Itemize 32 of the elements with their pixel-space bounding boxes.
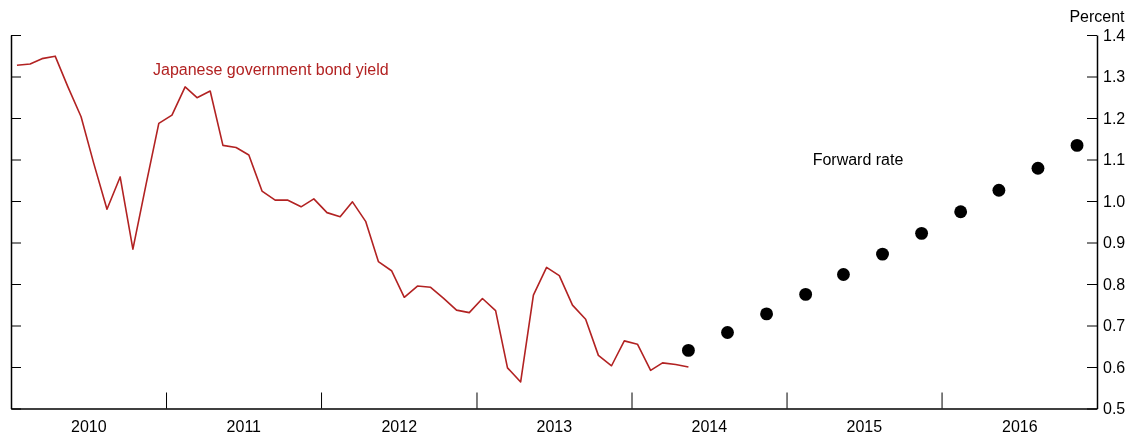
point [760,307,773,321]
y-tick-label: 0.9 [1103,234,1126,252]
y-tick-label: 1.0 [1103,192,1126,210]
y-tick-label: 0.7 [1103,317,1126,335]
text: Japanese government bond yield [153,61,389,78]
x-tick-label: 2015 [846,417,883,435]
text: Forward rate [812,151,904,168]
point [837,268,850,281]
point [876,247,889,261]
y-tick-label: 1.3 [1103,68,1126,86]
point [681,343,695,357]
point [1070,138,1084,152]
point [954,205,968,219]
point [1031,161,1045,175]
line-series [16,55,690,383]
point [915,226,929,240]
x-tick-label: 2014 [691,417,728,435]
point [799,287,813,301]
x-tick-label: 2013 [536,417,573,435]
y-tick-label: 1.1 [1103,151,1126,169]
x-tick-label: 2016 [1001,417,1038,435]
point [721,326,734,339]
y-tick-label: 0.8 [1103,275,1126,293]
y-tick-label: 0.6 [1103,358,1126,376]
y-axis-title: Percent [1069,8,1126,25]
y-tick-label: 1.2 [1103,109,1126,127]
x-tick-label: 2010 [71,417,107,435]
y-tick-label: 1.4 [1103,26,1126,44]
y-tick-label: 0.5 [1103,400,1126,418]
x-tick-label: 2012 [381,417,418,435]
x-tick-label: 2011 [226,417,262,435]
point [992,183,1006,197]
